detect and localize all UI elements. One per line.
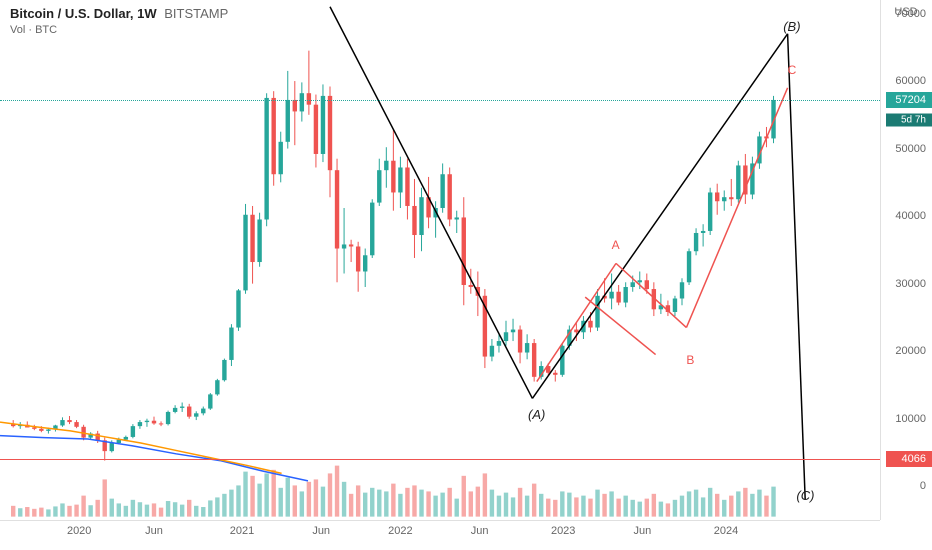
wave-label: C [788, 63, 797, 77]
x-tick: 2022 [388, 525, 412, 537]
price-badge-lower: 4066 [886, 451, 932, 467]
x-tick: Jun [471, 525, 489, 537]
x-axis[interactable]: 2020 Jun 2021 Jun 2022 Jun 2023 Jun 2024 [0, 520, 880, 550]
y-tick: 70000 [895, 8, 926, 20]
horizontal-line [0, 100, 880, 101]
wave-label: (C) [796, 488, 814, 503]
y-tick: 0 [920, 480, 926, 492]
chart-header: Bitcoin / U.S. Dollar, 1W BITSTAMP [10, 6, 228, 21]
horizontal-line [0, 459, 880, 460]
y-tick: 10000 [895, 413, 926, 425]
x-tick: 2021 [230, 525, 254, 537]
wave-label: (A) [528, 407, 545, 422]
y-tick: 40000 [895, 210, 926, 222]
price-badge-countdown: 5d 7h [886, 114, 932, 127]
wave-label: A [612, 238, 620, 252]
y-axis[interactable]: USD 010000200003000040000500006000070000… [880, 0, 932, 520]
chart-container: (A)(B)(C)ABC ⚡ ✦ [0, 0, 880, 520]
x-tick: 2024 [714, 525, 738, 537]
y-tick: 20000 [895, 345, 926, 357]
x-tick: 2023 [551, 525, 575, 537]
x-tick: Jun [145, 525, 163, 537]
chart-subheader: Vol · BTC [10, 24, 57, 36]
y-tick: 50000 [895, 143, 926, 155]
exchange-name: BITSTAMP [164, 6, 228, 21]
wave-label: (B) [783, 19, 800, 34]
x-tick: 2020 [67, 525, 91, 537]
y-tick: 60000 [895, 75, 926, 87]
pair-name: Bitcoin / U.S. Dollar, 1W [10, 6, 157, 21]
wave-label: B [686, 353, 694, 367]
chart-plot[interactable] [0, 0, 880, 520]
x-tick: Jun [634, 525, 652, 537]
x-tick: Jun [312, 525, 330, 537]
y-tick: 30000 [895, 278, 926, 290]
price-badge-price: 57204 [886, 92, 932, 108]
